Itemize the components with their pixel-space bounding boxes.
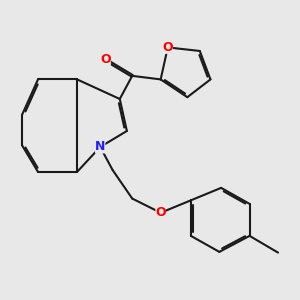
- Text: O: O: [163, 41, 173, 54]
- Text: N: N: [95, 140, 105, 154]
- Text: O: O: [100, 53, 111, 66]
- Text: O: O: [155, 206, 166, 219]
